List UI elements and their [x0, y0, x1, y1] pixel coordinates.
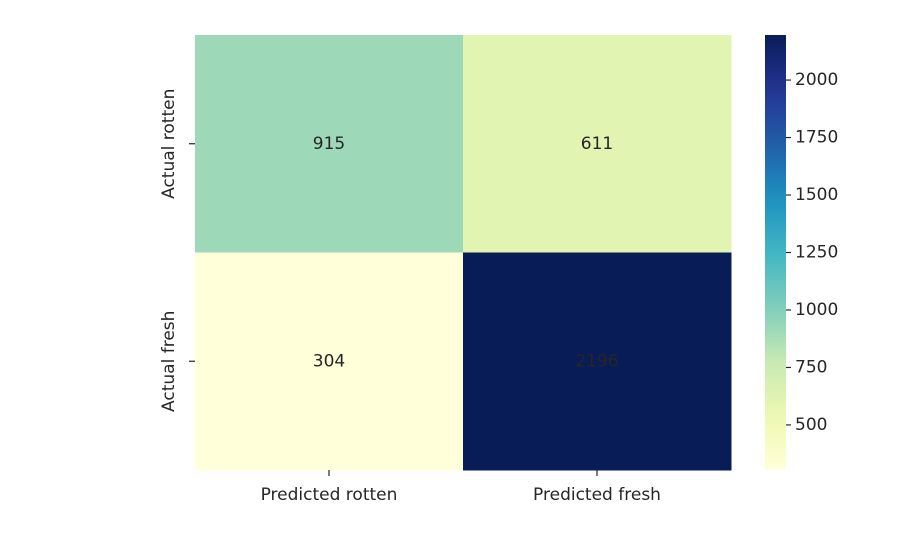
- heatmap-cell: [463, 35, 732, 253]
- y-tick-label: Actual rotten: [159, 89, 179, 199]
- colorbar-tick-label: 500: [795, 415, 827, 435]
- colorbar: 500 750 1000 1250 1500 1750 2000: [765, 35, 838, 470]
- heatmap-cell: [463, 252, 732, 471]
- cell-value-label: 304: [313, 351, 345, 371]
- x-axis: Predicted rotten Predicted fresh: [261, 470, 661, 505]
- cell-value-label: 2196: [575, 351, 618, 371]
- colorbar-tick-label: 750: [795, 357, 827, 377]
- colorbar-tick-label: 1750: [795, 128, 838, 148]
- cell-value-label: 611: [581, 134, 613, 154]
- colorbar-gradient: [765, 35, 786, 470]
- colorbar-tick-label: 1500: [795, 185, 838, 205]
- colorbar-tick-label: 2000: [795, 70, 838, 90]
- y-axis: Actual rotten Actual fresh: [159, 89, 195, 412]
- cell-value-labels: 915 611 304 2196: [313, 134, 619, 372]
- x-tick-label: Predicted rotten: [261, 485, 398, 505]
- x-tick-label: Predicted fresh: [533, 485, 661, 505]
- colorbar-tick-label: 1000: [795, 300, 838, 320]
- heatmap-cells: [195, 35, 732, 471]
- colorbar-tick-label: 1250: [795, 243, 838, 263]
- heatmap-cell: [195, 35, 464, 253]
- cell-value-label: 915: [313, 134, 345, 154]
- heatmap-cell: [195, 252, 464, 471]
- y-tick-label: Actual fresh: [159, 311, 179, 412]
